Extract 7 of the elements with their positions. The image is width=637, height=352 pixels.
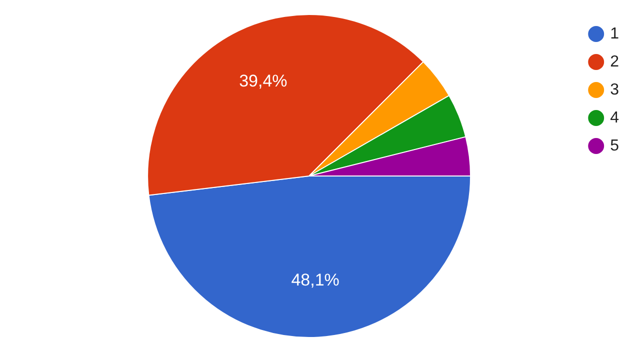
- legend-label: 3: [610, 81, 620, 98]
- data-label: 48,1%: [291, 270, 340, 290]
- legend-label: 1: [610, 25, 620, 42]
- data-label: 39,4%: [239, 71, 288, 90]
- legend-label: 4: [610, 109, 620, 126]
- legend-label: 5: [610, 137, 620, 154]
- legend-label: 2: [610, 53, 620, 70]
